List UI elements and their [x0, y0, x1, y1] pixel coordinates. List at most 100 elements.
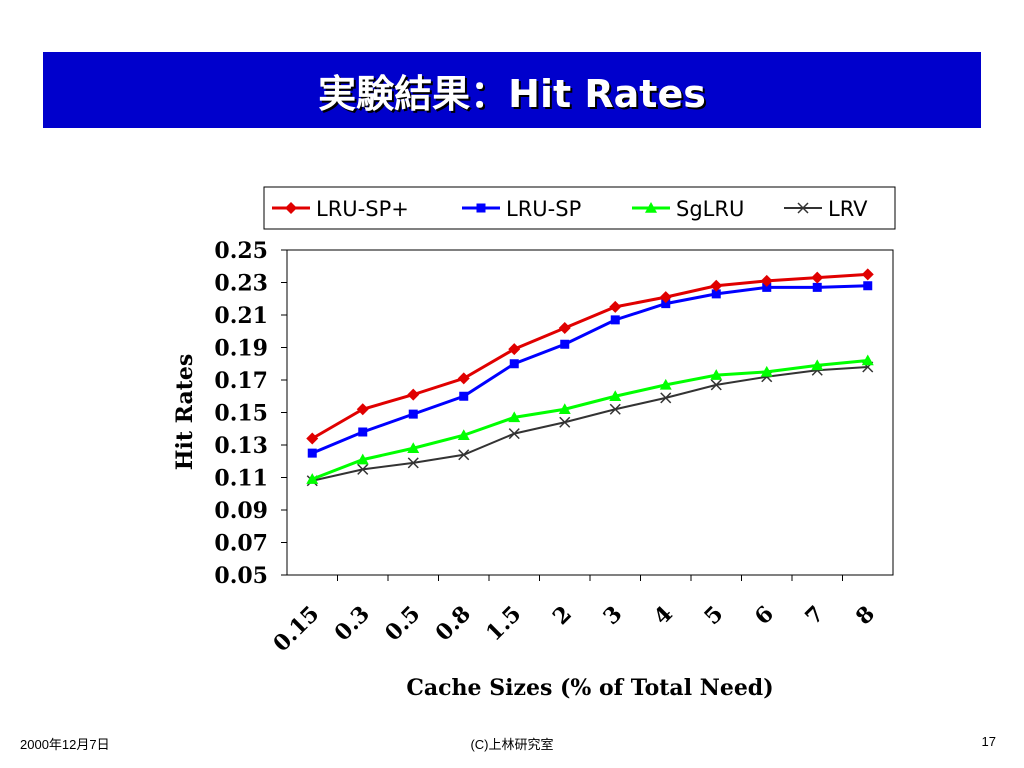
x-marker-stroke — [357, 463, 369, 475]
x-tick-label: 3 — [598, 601, 627, 630]
data-point — [760, 274, 773, 287]
series-sglru — [306, 354, 874, 484]
x-marker-stroke — [609, 403, 621, 415]
data-point — [306, 473, 319, 484]
data-point — [457, 372, 470, 385]
data-point — [660, 392, 672, 404]
y-tick-label: 0.13 — [214, 433, 268, 459]
data-point — [558, 322, 571, 334]
series-line — [312, 366, 868, 482]
data-point — [356, 453, 369, 465]
x-tick-label: 4 — [649, 601, 678, 630]
legend-label: LRU-SP+ — [316, 197, 409, 221]
data-point — [358, 427, 368, 437]
data-point — [610, 315, 620, 325]
y-axis: 0.25 0.23 0.21 0.19 0.17 0.15 0.13 0.11 0.09 0.07… — [214, 238, 287, 589]
x-tick-label: 0.8 — [431, 601, 476, 646]
footer-org: (C)上林研究室 — [470, 737, 554, 752]
data-point — [710, 369, 723, 380]
data-point — [407, 388, 420, 401]
data-point — [659, 291, 672, 304]
legend-label: SgLRU — [676, 197, 744, 221]
x-marker-stroke — [559, 416, 571, 428]
x-tick-label: 6 — [750, 601, 779, 630]
data-point — [408, 409, 418, 419]
y-tick-label: 0.19 — [214, 336, 268, 362]
x-tick-label: 0.15 — [268, 601, 324, 657]
page-number: 17 — [981, 734, 996, 749]
data-point — [609, 300, 622, 313]
legend-marker — [285, 202, 297, 214]
data-point — [508, 428, 520, 440]
x-tick-label: 7 — [800, 601, 829, 630]
series-line — [311, 272, 868, 440]
data-point — [560, 339, 570, 349]
series-layer — [306, 268, 874, 487]
y-tick-label: 0.15 — [214, 401, 268, 427]
data-point — [863, 281, 873, 291]
data-point — [459, 391, 469, 401]
x-marker-stroke — [797, 202, 809, 214]
x-tick-label: 8 — [851, 601, 880, 630]
series-lru-sp — [307, 281, 873, 458]
y-tick-label: 0.05 — [214, 563, 268, 589]
x-marker-stroke — [508, 428, 520, 440]
x-axis: 0.15 0.3 0.5 0.8 1.5 2 3 4 5 6 7 8 — [268, 575, 880, 657]
x-marker-stroke — [407, 457, 419, 469]
legend: LRU-SP+ LRU-SP SgLRU LRV — [263, 186, 896, 230]
x-tick-label: 2 — [548, 601, 577, 630]
plot-area — [286, 249, 894, 576]
y-tick-label: 0.21 — [214, 303, 268, 329]
x-tick-label: 0.3 — [330, 601, 375, 646]
y-tick-label: 0.11 — [214, 466, 268, 492]
data-point — [711, 289, 721, 299]
data-point — [609, 403, 621, 415]
data-point — [356, 403, 369, 416]
series-lru-sp — [306, 268, 874, 445]
data-point — [760, 365, 773, 377]
data-point — [508, 343, 521, 356]
data-point — [558, 403, 571, 415]
data-point — [458, 449, 470, 461]
data-point — [407, 442, 420, 454]
series-line — [311, 359, 868, 481]
x-tick-label: 5 — [699, 601, 728, 630]
data-point — [710, 379, 722, 391]
slide-title: 実験結果：Hit Rates — [318, 71, 706, 116]
data-point — [357, 463, 369, 475]
legend-marker — [645, 202, 657, 213]
data-point — [306, 432, 319, 445]
data-point — [811, 359, 824, 371]
series-line — [311, 284, 868, 455]
data-point — [812, 282, 822, 292]
data-point — [508, 411, 521, 423]
y-tick-label: 0.09 — [214, 498, 268, 524]
y-tick-label: 0.17 — [214, 368, 268, 394]
y-tick-label: 0.23 — [214, 271, 268, 297]
y-tick-label: 0.25 — [214, 238, 268, 264]
legend-marker — [476, 203, 486, 213]
x-marker-stroke — [660, 392, 672, 404]
title-bar: 実験結果：Hit Rates — [43, 52, 981, 128]
y-axis-title: Hit Rates — [172, 354, 198, 471]
data-point — [710, 279, 723, 292]
data-point — [811, 271, 824, 284]
data-point — [661, 299, 671, 309]
x-marker-stroke — [710, 379, 722, 391]
x-tick-label: 0.5 — [380, 601, 425, 646]
data-point — [861, 354, 874, 366]
legend-marker — [797, 202, 809, 214]
footer-date: 2000年12月7日 — [20, 737, 110, 752]
data-point — [861, 268, 874, 281]
data-point — [559, 416, 571, 428]
x-marker-stroke — [458, 449, 470, 461]
data-point — [457, 429, 470, 441]
data-point — [407, 457, 419, 469]
x-axis-title: Cache Sizes (% of Total Need) — [406, 675, 773, 701]
data-point — [659, 378, 672, 390]
legend-label: LRV — [828, 197, 868, 221]
data-point — [509, 359, 519, 369]
y-tick-label: 0.07 — [214, 531, 268, 557]
data-point — [762, 282, 772, 292]
